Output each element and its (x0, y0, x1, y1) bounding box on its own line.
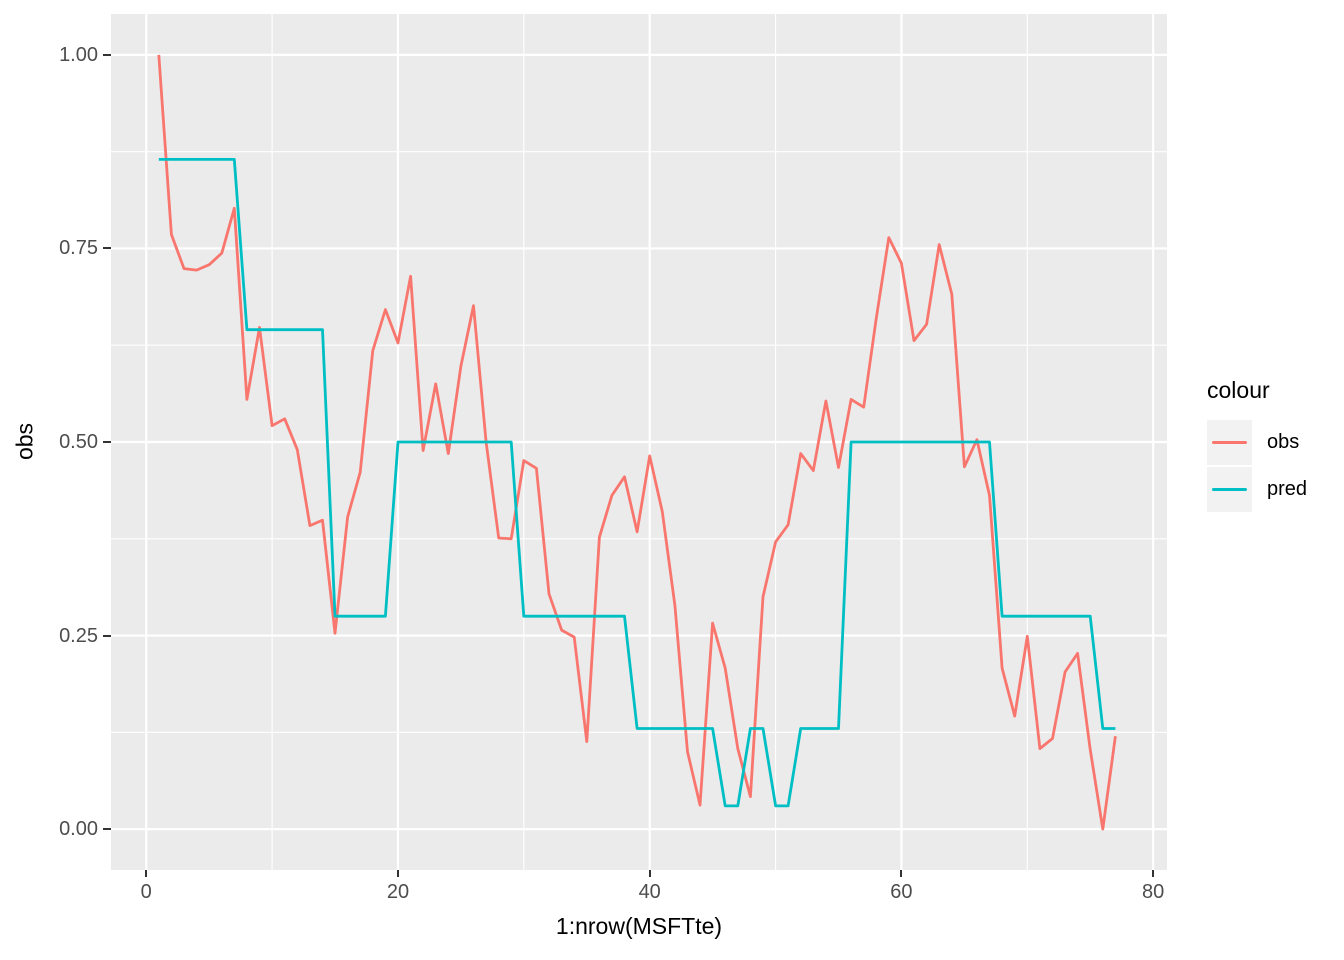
legend-key-obs (1207, 420, 1252, 465)
x-tick-mark (648, 870, 651, 877)
pred-line (158, 157, 1116, 808)
y-tick-mark (103, 247, 111, 250)
obs-line-sample-icon (1212, 441, 1247, 444)
x-tick-mark (900, 870, 903, 877)
x-tick-label: 0 (140, 881, 152, 903)
x-tick-mark (145, 870, 148, 877)
y-tick-label: 1.00 (59, 43, 98, 66)
x-tick-mark (1152, 870, 1155, 877)
x-axis-title: 1:nrow(MSFTte) (555, 913, 723, 939)
pred-line-sample-icon (1212, 488, 1247, 491)
legend-key-pred (1207, 467, 1252, 512)
y-tick-mark (103, 634, 111, 637)
x-tick-label: 40 (638, 881, 661, 903)
y-tick-label: 0.25 (59, 624, 98, 647)
y-axis-title: obs (11, 422, 38, 461)
y-tick-label: 0.00 (59, 818, 98, 841)
chart-canvas (111, 14, 1167, 870)
x-tick-label: 60 (890, 881, 913, 903)
x-tick-mark (396, 870, 399, 877)
y-tick-mark (103, 441, 111, 443)
y-tick-mark (103, 53, 111, 56)
legend-title: colour (1207, 377, 1270, 403)
legend-label-pred: pred (1267, 478, 1308, 500)
x-tick-label: 20 (386, 881, 410, 903)
y-tick-label: 0.75 (59, 237, 98, 260)
y-tick-mark (103, 828, 111, 831)
legend-label-obs: obs (1267, 431, 1300, 453)
obs-line (157, 54, 1117, 831)
y-tick-label: 0.50 (59, 431, 98, 453)
x-tick-label: 80 (1142, 881, 1165, 903)
